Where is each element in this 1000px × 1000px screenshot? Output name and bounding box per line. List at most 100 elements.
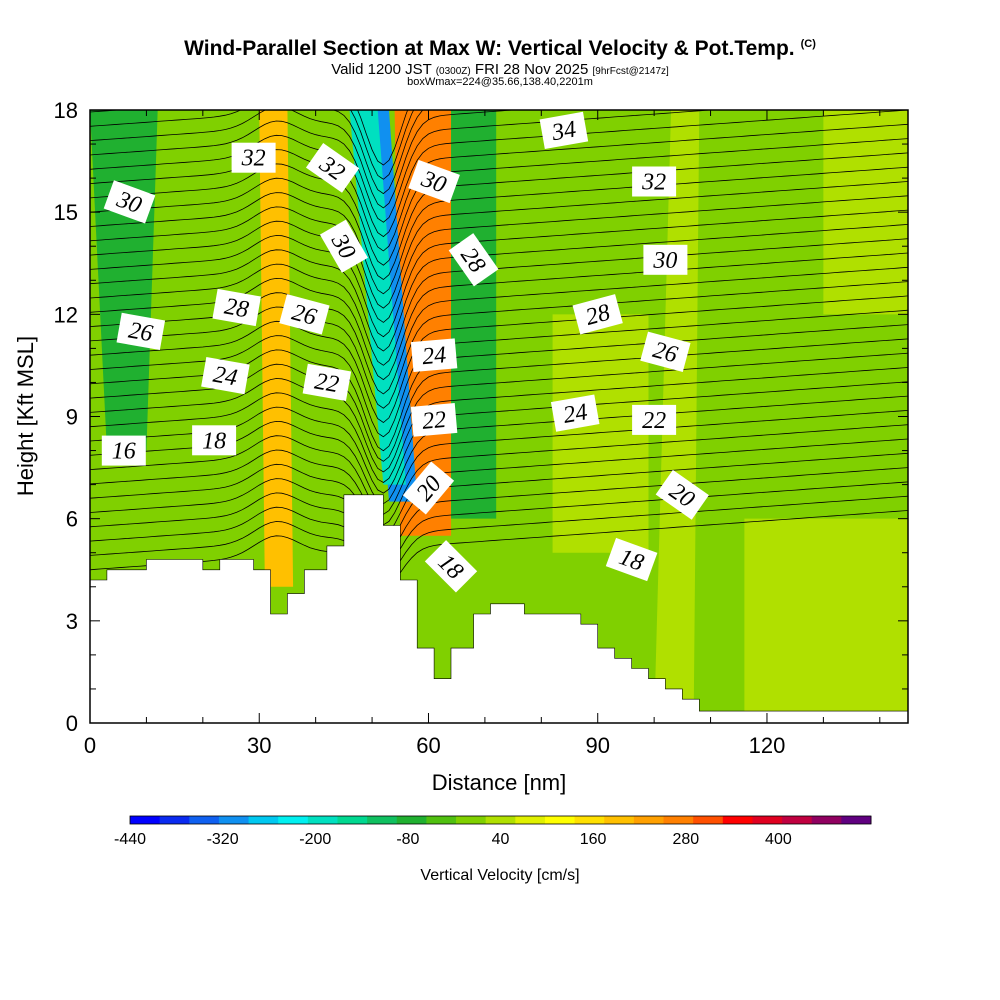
- theta-contour: [90, 510, 908, 589]
- contour-label-14: 24: [410, 338, 458, 373]
- theta-contour: [90, 295, 908, 424]
- theta-contour: [90, 110, 424, 195]
- contour-label-box: [632, 166, 677, 197]
- colorbar-swatch: [485, 816, 516, 824]
- colorbar-tick-label: 160: [580, 831, 607, 848]
- colorbar-swatch: [218, 816, 250, 824]
- colorbar-tick-label: 40: [492, 831, 510, 848]
- contour-label-box: [640, 331, 691, 372]
- contour-label-text: 22: [642, 408, 666, 434]
- contour-label-box: [302, 363, 352, 401]
- theta-contour: [90, 438, 908, 536]
- colorbar-swatch: [574, 816, 605, 824]
- contour-label-text: 32: [641, 170, 666, 196]
- colorbar-swatch: [722, 816, 753, 824]
- theta-contour: [90, 309, 908, 438]
- valid-utc: (0300Z): [435, 66, 471, 77]
- y-tick-label: 12: [54, 302, 78, 327]
- chart-title-text: Wind-Parallel Section at Max W: Vertical…: [184, 37, 795, 60]
- x-tick-label: 0: [84, 733, 96, 758]
- velocity-region: [823, 110, 908, 315]
- velocity-region: [259, 110, 294, 587]
- contour-label-21: 16: [101, 435, 146, 466]
- colorbar-swatch: [693, 816, 724, 824]
- contour-label-16: 22: [302, 363, 352, 401]
- velocity-region: [744, 518, 908, 723]
- colorbar-tick-label: -200: [299, 831, 331, 848]
- colorbar-swatch: [811, 816, 842, 824]
- colorbar-swatch: [544, 816, 576, 824]
- colorbar-swatch: [456, 816, 487, 824]
- contour-label-box: [305, 142, 360, 193]
- contour-label-box: [632, 404, 677, 435]
- colorbar-swatch: [130, 816, 161, 824]
- contour-label-15: 24: [201, 357, 250, 395]
- contour-label-box: [201, 357, 250, 395]
- colorbar-tick-label: 400: [765, 831, 792, 848]
- contour-label-text: 24: [211, 362, 239, 392]
- chart-subtitle: Valid 1200 JST (0300Z) FRI 28 Nov 2025 […: [0, 61, 1000, 78]
- theta-contour: [90, 410, 908, 515]
- theta-contour: [90, 281, 908, 409]
- theta-contour: [90, 152, 908, 281]
- contour-label-text: 28: [222, 294, 250, 324]
- terrain: [90, 494, 908, 723]
- terrain-profile: [90, 494, 908, 723]
- contour-label-text: 32: [241, 146, 266, 172]
- y-tick-label: 15: [54, 200, 78, 225]
- contour-label-20: 18: [192, 425, 237, 456]
- theta-contour: [90, 352, 908, 473]
- colorbar-swatch: [159, 816, 190, 824]
- colorbar-swatch: [248, 816, 279, 824]
- x-tick-label: 30: [247, 733, 271, 758]
- contour-label-box: [572, 294, 623, 335]
- y-tick-label: 0: [66, 711, 78, 736]
- y-tick-label: 3: [66, 609, 78, 634]
- contour-label-text: 24: [561, 399, 589, 429]
- forecast-info: [9hrFcst@2147z]: [592, 66, 669, 77]
- contour-label-box: [212, 288, 261, 327]
- theta-contour: [90, 224, 908, 352]
- x-tick-label: 90: [585, 733, 609, 758]
- y-axis-title: Height [Kft MSL]: [13, 336, 38, 496]
- contour-label-18: 22: [410, 403, 458, 437]
- contour-label-box: [319, 219, 368, 273]
- contour-label-text: 30: [652, 248, 677, 274]
- box-info: boxWmax=224@35.66,138.40,2201m: [407, 76, 593, 88]
- contour-label-box: [116, 312, 166, 350]
- contour-label-10: 26: [279, 294, 330, 335]
- colorbar-swatch: [782, 816, 813, 824]
- colorbar-swatch: [278, 816, 309, 824]
- valid-time: Valid 1200 JST: [331, 61, 432, 78]
- y-tick-label: 9: [66, 405, 78, 430]
- contour-label-0: 32: [231, 142, 276, 173]
- colorbar-swatch: [604, 816, 635, 824]
- theta-contour: [90, 367, 908, 483]
- x-tick-label: 60: [416, 733, 440, 758]
- contour-label-box: [448, 233, 499, 287]
- theta-contour: [90, 195, 908, 323]
- contour-label-25: 18: [605, 537, 658, 582]
- colorbar-swatch: [841, 816, 872, 824]
- x-tick-label: 120: [749, 733, 786, 758]
- contour-label-box: [192, 425, 237, 456]
- theta-contour: [90, 110, 717, 223]
- theta-contour: [90, 481, 908, 568]
- colorbar-swatch: [515, 816, 546, 824]
- y-tick-label: 6: [66, 507, 78, 532]
- colorbar-frame: [129, 815, 872, 825]
- colorbar-tick-label: 280: [672, 831, 699, 848]
- contour-label-box: [103, 180, 156, 224]
- contour-label-text: 26: [127, 317, 155, 347]
- contour-label-box: [408, 159, 460, 204]
- colorbar-tick-label: -440: [114, 831, 146, 848]
- colorbar-tick-label: -320: [207, 831, 239, 848]
- colorbar-swatch: [337, 816, 368, 824]
- colorbar-tick-label: -80: [396, 831, 419, 848]
- theta-contour: [90, 138, 908, 266]
- contour-label-box: [231, 142, 276, 173]
- chart-title: Wind-Parallel Section at Max W: Vertical…: [0, 37, 1000, 61]
- contour-label-13: 26: [640, 331, 691, 372]
